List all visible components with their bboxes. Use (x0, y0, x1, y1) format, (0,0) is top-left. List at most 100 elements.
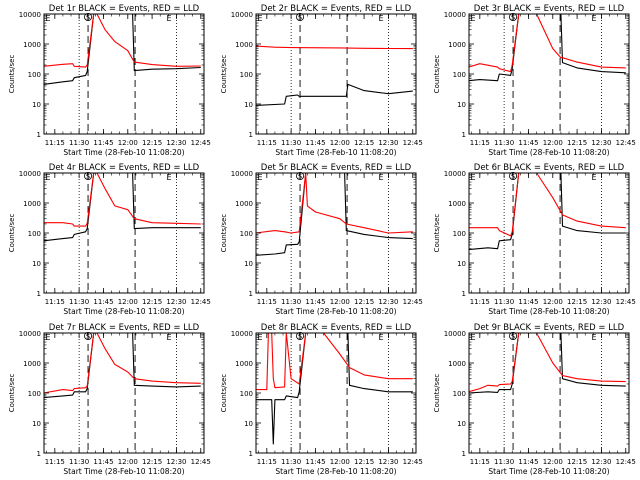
chart-title: Det 8r BLACK = Events, RED = LLD (261, 323, 412, 333)
x-tick-label: 11:45 (305, 298, 325, 306)
x-tick-label: 12:30 (378, 139, 398, 147)
y-tick-label: 100 (240, 390, 253, 398)
x-tick-label: 12:15 (354, 139, 374, 147)
x-tick-label: 12:00 (330, 298, 350, 306)
y-tick-label: 10000 (444, 11, 466, 19)
y-axis-label: Counts/sec (433, 214, 441, 253)
start-marker-label: S (511, 173, 515, 181)
x-tick-label: 11:45 (93, 139, 113, 147)
y-tick-label: 10000 (444, 170, 466, 178)
x-tick-label: 11:30 (494, 298, 514, 306)
x-axis-label: Start Time (28-Feb-10 11:08:20) (63, 148, 184, 157)
chart-title: Det 9r BLACK = Events, RED = LLD (474, 323, 625, 333)
x-tick-label: 12:30 (591, 298, 611, 306)
chart-title: Det 4r BLACK = Events, RED = LLD (49, 163, 200, 173)
x-tick-label: 12:15 (354, 458, 374, 466)
start-marker-label: S (298, 173, 302, 181)
chart-title: Det 3r BLACK = Events, RED = LLD (474, 4, 625, 14)
left-end-marker-label: E (45, 14, 50, 23)
y-tick-label: 1 (249, 131, 253, 139)
y-tick-label: 100 (28, 230, 41, 238)
left-end-marker-label: E (257, 173, 262, 182)
y-tick-label: 1000 (235, 200, 253, 208)
x-tick-label: 11:15 (470, 458, 490, 466)
y-tick-label: 10 (457, 420, 466, 428)
end-marker-label: E (591, 173, 596, 182)
series-line-lld (255, 45, 413, 50)
chart-panel: Det 6r BLACK = Events, RED = LLD Counts/s… (433, 163, 636, 316)
x-tick-label: 12:00 (330, 458, 350, 466)
y-tick-label: 100 (453, 390, 466, 398)
x-tick-label: 12:15 (142, 458, 162, 466)
left-end-marker-label: E (470, 14, 475, 23)
x-tick-label: 12:30 (591, 458, 611, 466)
x-tick-label: 11:45 (518, 139, 538, 147)
x-axis-label: Start Time (28-Feb-10 11:08:20) (275, 467, 396, 476)
x-tick-label: 11:15 (257, 298, 277, 306)
x-tick-label: 12:30 (378, 458, 398, 466)
x-tick-label: 11:30 (494, 458, 514, 466)
x-tick-label: 12:30 (591, 139, 611, 147)
y-tick-label: 1000 (448, 200, 466, 208)
x-tick-label: 11:45 (305, 139, 325, 147)
y-tick-label: 10 (32, 101, 41, 109)
x-axis-label: Start Time (28-Feb-10 11:08:20) (488, 467, 609, 476)
y-tick-label: 10 (457, 260, 466, 268)
x-tick-label: 12:30 (166, 458, 186, 466)
left-end-marker-label: E (257, 333, 262, 342)
y-tick-label: 10000 (19, 170, 41, 178)
chart-panel: Det 2r BLACK = Events, RED = LLD Counts/s… (220, 4, 423, 157)
x-tick-label: 11:15 (257, 139, 277, 147)
x-tick-label: 12:45 (616, 139, 636, 147)
y-tick-label: 10 (244, 101, 253, 109)
x-tick-label: 12:00 (330, 139, 350, 147)
x-tick-label: 11:30 (494, 139, 514, 147)
x-tick-label: 11:15 (45, 139, 65, 147)
start-marker-label: S (86, 173, 90, 181)
x-axis-label: Start Time (28-Feb-10 11:08:20) (275, 148, 396, 157)
x-tick-label: 12:45 (403, 139, 423, 147)
x-tick-label: 12:45 (191, 458, 211, 466)
x-axis-label: Start Time (28-Feb-10 11:08:20) (488, 307, 609, 316)
left-end-marker-label: E (45, 173, 50, 182)
x-tick-label: 11:30 (281, 458, 301, 466)
y-tick-label: 1 (37, 131, 41, 139)
x-tick-label: 12:15 (142, 298, 162, 306)
y-tick-label: 10000 (231, 170, 253, 178)
start-marker-circle (296, 12, 305, 21)
x-tick-label: 12:00 (118, 298, 138, 306)
x-tick-label: 12:45 (616, 458, 636, 466)
start-marker-circle (84, 171, 93, 180)
start-marker-circle (84, 331, 93, 340)
chart-title: Det 5r BLACK = Events, RED = LLD (261, 163, 412, 173)
y-tick-label: 100 (28, 71, 41, 79)
y-tick-label: 10 (244, 260, 253, 268)
x-tick-label: 12:30 (166, 298, 186, 306)
x-tick-label: 12:00 (118, 139, 138, 147)
x-tick-label: 12:15 (142, 139, 162, 147)
y-tick-label: 10 (32, 420, 41, 428)
y-tick-label: 10 (244, 420, 253, 428)
x-tick-label: 11:45 (518, 298, 538, 306)
y-tick-label: 1 (462, 131, 466, 139)
x-axis-label: Start Time (28-Feb-10 11:08:20) (63, 467, 184, 476)
end-marker-label: E (166, 333, 171, 342)
y-tick-label: 1000 (23, 200, 41, 208)
start-marker-circle (509, 331, 518, 340)
y-axis-label: Counts/sec (220, 374, 228, 413)
end-marker-label: E (378, 173, 383, 182)
start-marker-circle (296, 331, 305, 340)
y-axis-label: Counts/sec (433, 374, 441, 413)
x-tick-label: 11:15 (470, 298, 490, 306)
y-axis-label: Counts/sec (220, 55, 228, 94)
chart-panel: Det 1r BLACK = Events, RED = LLD Counts/s… (8, 4, 211, 157)
x-tick-label: 12:00 (118, 458, 138, 466)
chart-panel: Det 9r BLACK = Events, RED = LLD Counts/s… (433, 323, 636, 476)
x-tick-label: 12:45 (191, 298, 211, 306)
y-tick-label: 10000 (231, 330, 253, 338)
start-marker-circle (296, 171, 305, 180)
y-tick-label: 1000 (235, 360, 253, 368)
y-tick-label: 1000 (448, 360, 466, 368)
chart-title: Det 6r BLACK = Events, RED = LLD (474, 163, 625, 173)
x-tick-label: 11:45 (93, 298, 113, 306)
